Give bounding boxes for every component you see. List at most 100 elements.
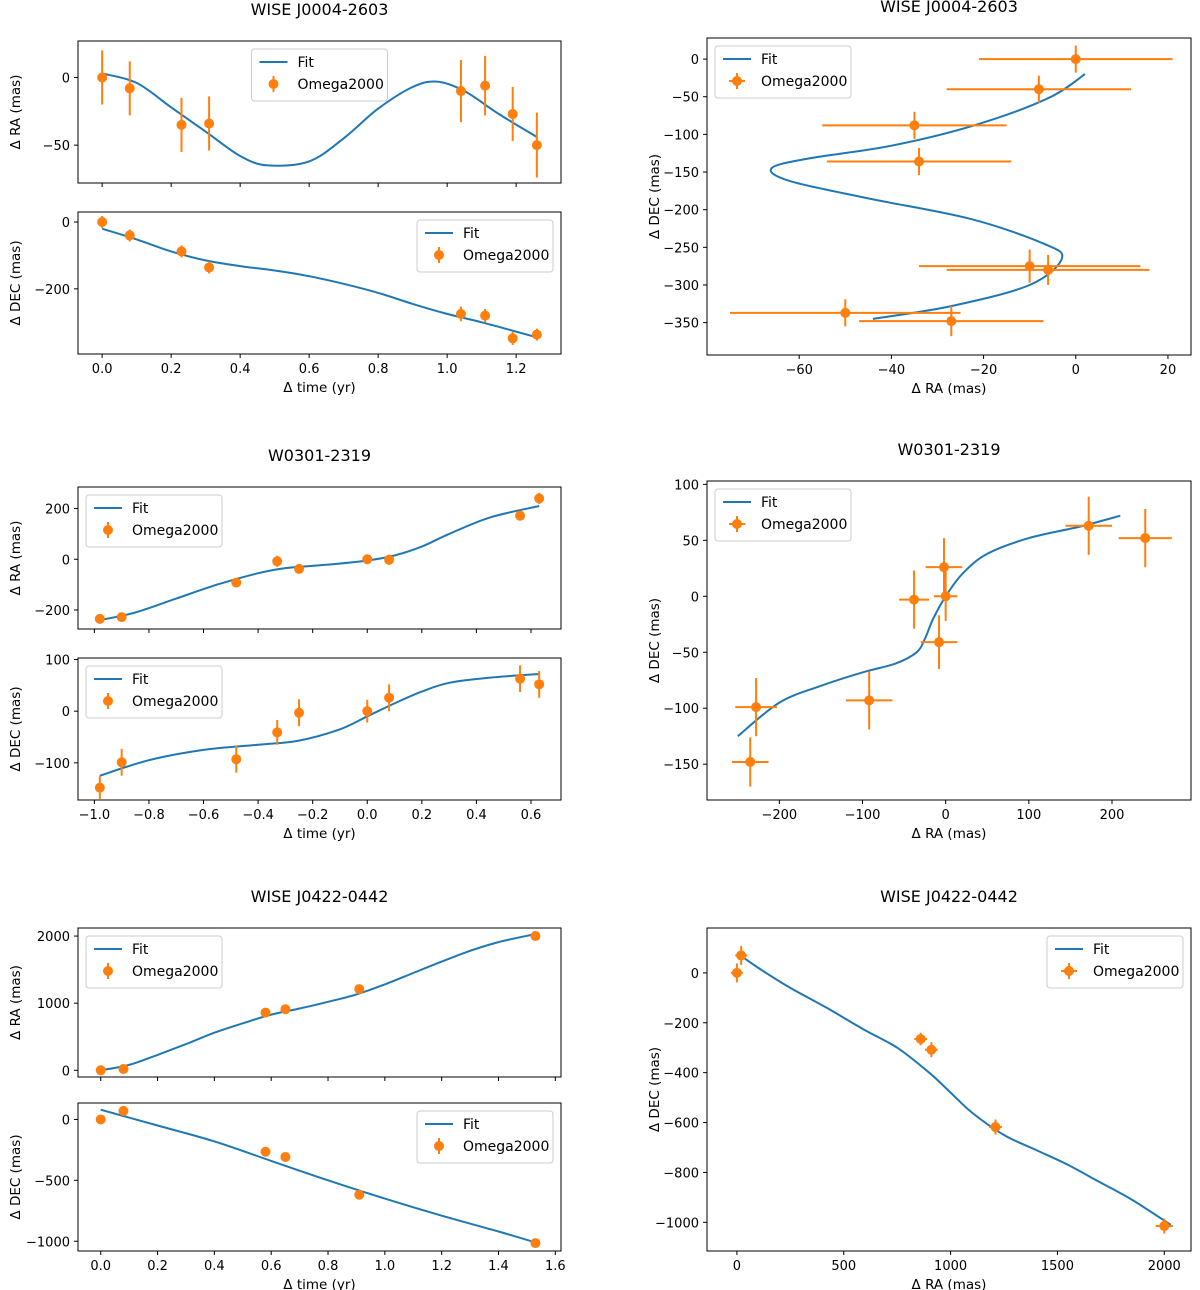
subplot-j0422-dec-vs-ra: WISE J0422-0442 0 500 1000 1500 2000 0 −200 −400…: [647, 887, 1192, 1290]
data-point: [1083, 520, 1094, 531]
data-point: [480, 310, 491, 321]
x-tick-label: −40: [878, 363, 905, 378]
legend-data-label: Omega2000: [761, 517, 847, 533]
data-point: [1070, 54, 1081, 65]
legend-box: [1046, 935, 1184, 989]
y-axis-label: Δ RA (mas): [8, 75, 24, 150]
y-tick-label: 2000: [37, 930, 70, 945]
legend-data-label: Omega2000: [463, 248, 549, 264]
data-point: [515, 510, 526, 521]
x-axis-label: Δ RA (mas): [912, 826, 987, 842]
y-tick-label: −200: [34, 604, 70, 619]
fit-line: [737, 514, 1121, 737]
x-axis-label: Δ time (yr): [283, 380, 355, 396]
data-point: [455, 308, 466, 319]
data-point: [1033, 84, 1044, 95]
x-axis-label: Δ time (yr): [283, 826, 355, 842]
legend-data-label: Omega2000: [463, 1139, 549, 1155]
subplot-w0301-dec-vs-time: −1.0 −0.8 −0.6 −0.4 −0.2 0.0 0.2 0.4 0.6 100 0 −100…: [8, 654, 562, 842]
legend: Fit Omega2000: [1046, 935, 1184, 989]
legend-fit-label: Fit: [132, 501, 149, 517]
plot-frame: [77, 927, 562, 1078]
x-tick-label: 0.0: [90, 1259, 111, 1274]
x-tick-label: −60: [785, 363, 812, 378]
data-point: [934, 637, 945, 648]
data-point: [260, 1007, 271, 1018]
data-point: [231, 754, 242, 765]
x-tick-label: −20: [970, 363, 997, 378]
y-tick-label: −250: [663, 241, 699, 256]
x-tick-label: 0: [733, 1259, 741, 1274]
data-point: [751, 702, 762, 713]
legend-fit-label: Fit: [298, 55, 315, 71]
x-tick-label: 0.0: [357, 808, 378, 823]
y-axis-label: Δ DEC (mas): [8, 240, 24, 325]
fit-line: [769, 73, 1086, 320]
data-point: [260, 1146, 271, 1157]
y-axis-label: Δ DEC (mas): [647, 154, 663, 239]
y-tick-label: 0: [691, 53, 699, 68]
x-tick-label: 1.4: [488, 1259, 509, 1274]
legend-data-marker: [1064, 966, 1074, 976]
data-point: [1043, 264, 1054, 275]
y-tick-label: −100: [663, 128, 699, 143]
x-tick-label: 0.6: [261, 1259, 282, 1274]
data-point: [384, 692, 395, 703]
data-point: [507, 109, 518, 120]
subplot-j0422-ra-vs-time: WISE J0422-0442 2000 1000 0 Δ RA (mas) Fit Ome…: [8, 887, 562, 1081]
legend-data-label: Omega2000: [132, 523, 218, 539]
chart-title: WISE J0422-0442: [251, 887, 389, 906]
legend-box: [714, 488, 852, 542]
x-tick-label: 1500: [1041, 1259, 1074, 1274]
data-point: [118, 1063, 129, 1074]
data-point: [124, 83, 135, 94]
x-axis-label: Δ time (yr): [283, 1277, 355, 1290]
y-tick-label: 100: [674, 478, 699, 493]
data-point: [97, 72, 108, 83]
data-point: [909, 120, 920, 131]
x-tick-label: −100: [845, 808, 881, 823]
legend: Fit Omega2000: [416, 219, 554, 273]
x-axis-label: Δ RA (mas): [912, 1277, 987, 1290]
legend-fit-label: Fit: [132, 942, 149, 958]
legend-box: [85, 665, 223, 719]
x-tick-label: 0: [942, 808, 950, 823]
plot-frame: [77, 657, 562, 801]
data-point: [294, 707, 305, 718]
data-point: [116, 757, 127, 768]
x-tick-label: 0.2: [161, 362, 182, 377]
chart-title: W0301-2319: [268, 446, 371, 465]
y-axis-label: Δ RA (mas): [8, 521, 24, 596]
legend-fit-label: Fit: [761, 495, 778, 511]
data-point: [176, 119, 187, 130]
plot-frame: [77, 211, 562, 355]
y-tick-label: 0: [62, 1113, 70, 1128]
x-tick-label: 0.4: [230, 362, 251, 377]
x-tick-label: 0.6: [521, 808, 542, 823]
data-point: [95, 1114, 106, 1125]
legend-data-marker: [103, 696, 113, 706]
legend: Fit Omega2000: [416, 1110, 554, 1164]
legend: Fit Omega2000: [85, 935, 223, 989]
data-point: [531, 329, 542, 340]
data-point: [280, 1004, 291, 1015]
data-point: [534, 493, 545, 504]
data-point: [946, 316, 957, 327]
y-tick-label: −200: [663, 204, 699, 219]
data-point: [354, 984, 365, 995]
data-point: [354, 1189, 365, 1200]
fit-line: [100, 1108, 536, 1244]
legend-data-marker: [103, 966, 113, 976]
y-tick-label: 1000: [37, 997, 70, 1012]
data-point: [909, 594, 920, 605]
x-tick-label: 100: [1016, 808, 1041, 823]
data-point: [1140, 533, 1151, 544]
data-point: [926, 1044, 937, 1055]
data-point: [204, 262, 215, 273]
legend-fit-label: Fit: [1093, 942, 1110, 958]
legend: Fit Omega2000: [85, 494, 223, 548]
subplot-j0422-dec-vs-time: 0.0 0.2 0.4 0.6 0.8 1.0 1.2 1.4 1.6 0 −500 −1000 Δ t…: [8, 1102, 566, 1290]
legend-data-marker: [103, 525, 113, 535]
y-tick-label: −100: [663, 702, 699, 717]
subplot-j0004-dec-vs-ra: WISE J0004-2603−60 −40 −20 0 200−50−100−150−…: [647, 0, 1192, 397]
